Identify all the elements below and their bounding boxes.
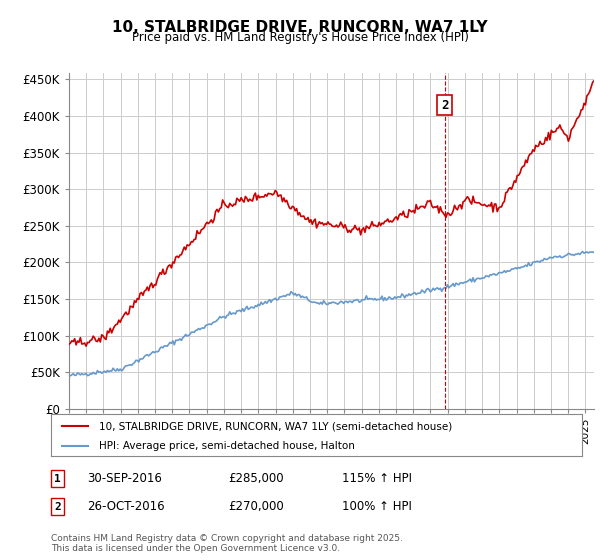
Text: 10, STALBRIDGE DRIVE, RUNCORN, WA7 1LY (semi-detached house): 10, STALBRIDGE DRIVE, RUNCORN, WA7 1LY (…: [99, 421, 452, 431]
Text: 26-OCT-2016: 26-OCT-2016: [87, 500, 164, 514]
Text: 2: 2: [441, 99, 449, 111]
Text: 1: 1: [54, 474, 61, 484]
Text: Contains HM Land Registry data © Crown copyright and database right 2025.
This d: Contains HM Land Registry data © Crown c…: [51, 534, 403, 553]
Text: 115% ↑ HPI: 115% ↑ HPI: [342, 472, 412, 486]
Text: HPI: Average price, semi-detached house, Halton: HPI: Average price, semi-detached house,…: [99, 441, 355, 451]
Text: 30-SEP-2016: 30-SEP-2016: [87, 472, 162, 486]
Text: 10, STALBRIDGE DRIVE, RUNCORN, WA7 1LY: 10, STALBRIDGE DRIVE, RUNCORN, WA7 1LY: [112, 20, 488, 35]
Text: £285,000: £285,000: [228, 472, 284, 486]
Text: 100% ↑ HPI: 100% ↑ HPI: [342, 500, 412, 514]
Text: £270,000: £270,000: [228, 500, 284, 514]
Text: 2: 2: [54, 502, 61, 512]
Text: Price paid vs. HM Land Registry's House Price Index (HPI): Price paid vs. HM Land Registry's House …: [131, 31, 469, 44]
